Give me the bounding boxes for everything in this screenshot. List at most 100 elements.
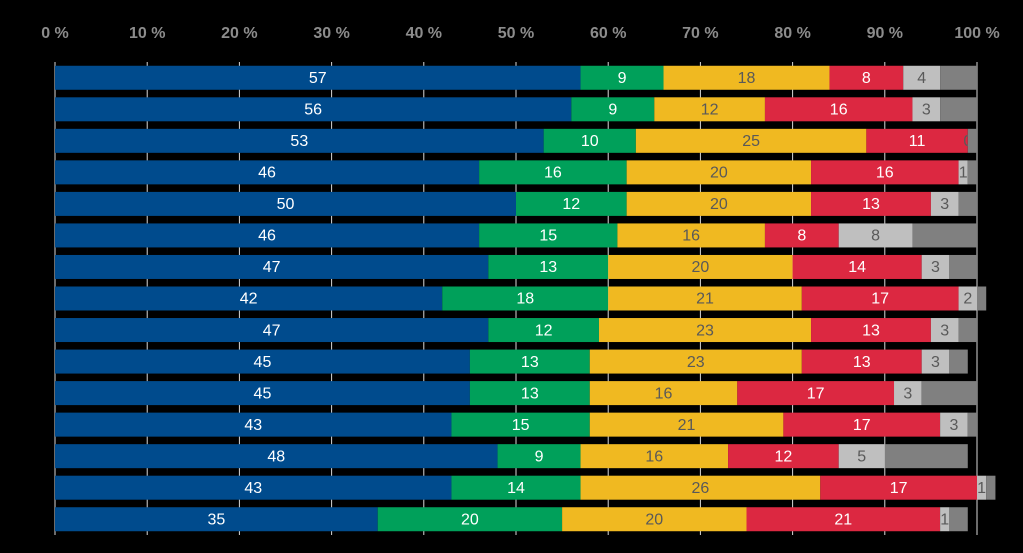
value-label: 18 — [516, 291, 534, 308]
bar-segment — [930, 318, 959, 343]
value-label: 5 — [857, 448, 866, 465]
x-tick-label: 30 % — [313, 25, 349, 42]
bar-segment — [580, 475, 821, 500]
value-label: 13 — [521, 354, 539, 371]
value-label: 21 — [696, 291, 714, 308]
bar-segment — [811, 191, 931, 216]
bar-segment — [55, 475, 452, 500]
value-label: 3 — [931, 354, 940, 371]
bar-segment — [921, 254, 950, 279]
value-label: 8 — [871, 228, 880, 245]
x-tick-label: 10 % — [129, 25, 165, 42]
bar-segment — [55, 65, 581, 90]
value-label: 14 — [507, 480, 525, 497]
bar-segment — [792, 254, 922, 279]
value-label: 45 — [254, 385, 272, 402]
value-label: 16 — [682, 228, 700, 245]
bar-segment — [958, 318, 977, 343]
value-label: 11 — [909, 133, 926, 150]
bar-segment — [783, 412, 941, 437]
value-label: 12 — [562, 196, 580, 213]
bar-segment — [543, 128, 636, 153]
bar-segment — [967, 412, 977, 437]
value-label: 18 — [738, 70, 756, 87]
value-label: 15 — [512, 417, 530, 434]
x-tick-label: 70 % — [682, 25, 718, 42]
x-tick-label: 20 % — [221, 25, 257, 42]
bar-segment — [764, 223, 839, 248]
value-label: 45 — [254, 354, 272, 371]
bar-segment — [801, 349, 922, 374]
bar-segment — [903, 65, 941, 90]
bar-segment — [55, 160, 480, 185]
bar-segment — [912, 223, 977, 248]
bar-segment — [589, 349, 802, 374]
value-label: 16 — [645, 448, 663, 465]
value-label: 8 — [862, 70, 871, 87]
value-label: 16 — [655, 385, 673, 402]
bar-segment — [55, 318, 489, 343]
bar-segment — [516, 191, 627, 216]
value-label: 3 — [903, 385, 912, 402]
value-label: 57 — [309, 70, 327, 87]
bar-segment — [55, 507, 378, 532]
value-label: 20 — [645, 511, 663, 528]
bar-segment — [589, 412, 784, 437]
bar-segment — [967, 128, 977, 153]
bar-segment — [55, 444, 498, 469]
value-label: 4 — [917, 70, 926, 87]
bar-segment — [635, 128, 867, 153]
value-label: 17 — [853, 417, 871, 434]
value-label: 42 — [240, 291, 258, 308]
value-label: 1 — [977, 480, 986, 497]
x-tick-label: 50 % — [498, 25, 534, 42]
bar-segment — [958, 286, 977, 311]
value-label: 25 — [742, 133, 760, 150]
bar-segment — [737, 381, 895, 406]
value-label: 13 — [862, 196, 880, 213]
bar-segment — [663, 65, 830, 90]
value-label: 35 — [207, 511, 225, 528]
bar-segment — [479, 160, 627, 185]
value-label: 50 — [277, 196, 295, 213]
value-label: 47 — [263, 259, 281, 276]
bar-segment — [598, 318, 812, 343]
bar-segment — [958, 191, 977, 216]
value-label: 17 — [871, 291, 889, 308]
value-label: 23 — [687, 354, 705, 371]
value-label: 20 — [710, 196, 728, 213]
x-tick-label: 40 % — [406, 25, 442, 42]
bar-segment — [820, 475, 977, 500]
value-label: 17 — [890, 480, 908, 497]
bar-segment — [838, 444, 885, 469]
value-label: 2 — [963, 291, 972, 308]
value-label: 26 — [692, 480, 710, 497]
value-label: 9 — [618, 70, 627, 87]
bar-segment — [811, 160, 959, 185]
x-tick-label: 90 % — [867, 25, 903, 42]
value-label: 12 — [774, 448, 792, 465]
value-label: 3 — [931, 259, 940, 276]
bar-segment — [912, 97, 941, 122]
bar-segment — [958, 160, 968, 185]
value-label: 10 — [581, 133, 599, 150]
bar-segment — [617, 223, 765, 248]
value-label: 20 — [710, 165, 728, 182]
value-label: 20 — [461, 511, 479, 528]
bar-segment — [479, 223, 618, 248]
value-label: 13 — [853, 354, 871, 371]
bar-segment — [571, 97, 655, 122]
bar-segment — [442, 286, 609, 311]
value-label: 47 — [263, 322, 281, 339]
bar-segment — [55, 254, 489, 279]
value-label: 3 — [922, 102, 931, 119]
bar-segment — [55, 349, 470, 374]
bar-segment — [55, 381, 470, 406]
bar-segment — [728, 444, 839, 469]
bar-segment — [866, 128, 968, 153]
bar-segment — [626, 160, 812, 185]
value-label: 8 — [797, 228, 806, 245]
bar-segment — [921, 381, 977, 406]
